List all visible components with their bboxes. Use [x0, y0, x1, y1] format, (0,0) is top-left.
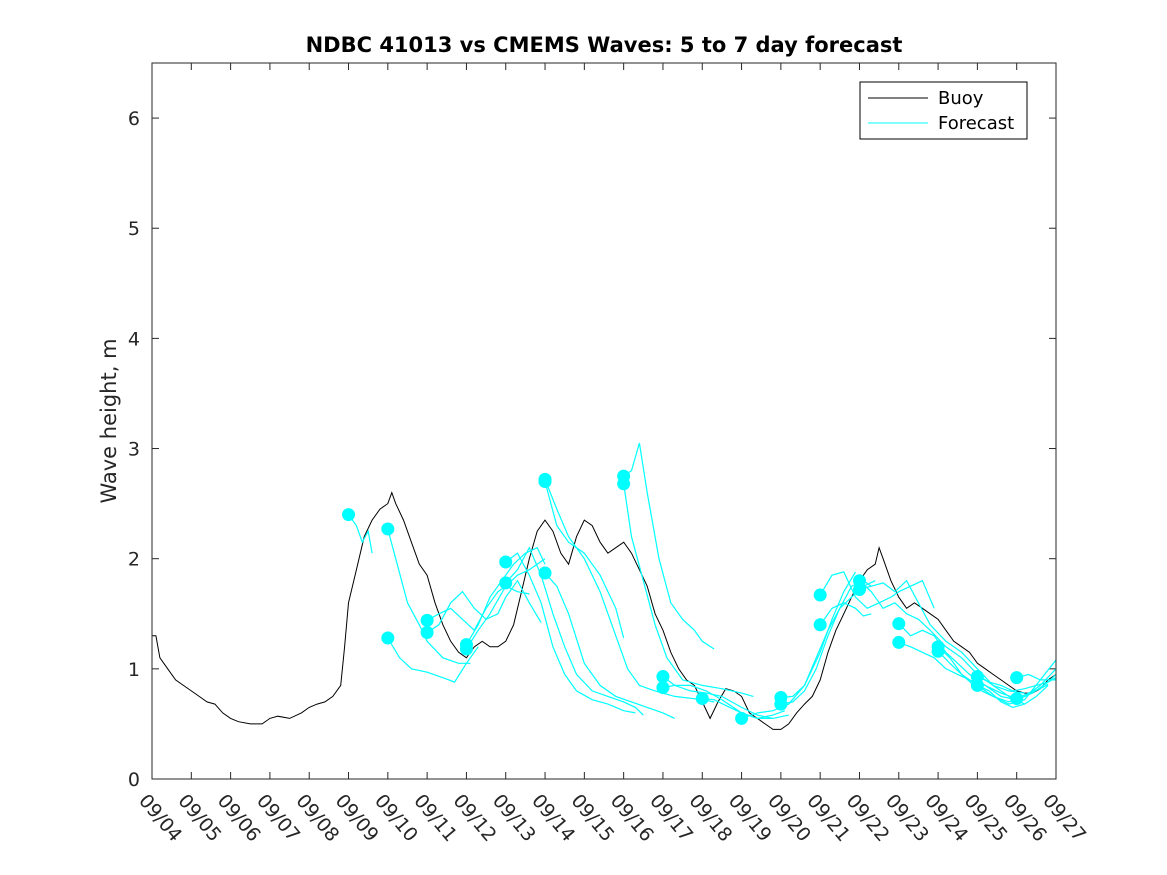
series-buoy-line [152, 491, 1057, 730]
forecast-marker-16 [695, 692, 709, 706]
series-forecast-segment-29 [977, 684, 1049, 709]
forecast-marker-21 [813, 618, 827, 632]
forecast-marker-25 [892, 635, 906, 649]
series-forecast-segment-23 [859, 579, 1025, 694]
series-forecast-segment-7 [505, 552, 636, 714]
legend: Buoy Forecast [859, 81, 1028, 140]
series-forecast-segment-2 [387, 637, 479, 683]
forecast-marker-3 [420, 613, 434, 627]
y-tick-label-5: 5 [128, 218, 140, 240]
forecast-marker-11 [538, 566, 552, 580]
y-tick-label-6: 6 [128, 108, 140, 130]
forecast-marker-30 [1010, 671, 1024, 685]
forecast-marker-10 [538, 475, 552, 489]
series-forecast-segment-9 [544, 479, 715, 703]
series-forecast-segment-14 [662, 676, 789, 720]
forecast-marker-14 [656, 670, 670, 684]
series-forecast-segment-21 [819, 602, 872, 626]
series-layer [152, 442, 1057, 730]
forecast-marker-15 [656, 681, 670, 695]
series-forecast-segment-27 [937, 650, 1057, 705]
legend-box [859, 81, 1028, 140]
plot-frame [151, 62, 1057, 780]
y-axis-label: Wave height, m [97, 338, 121, 503]
legend-label-forecast: Forecast [938, 113, 1014, 134]
series-forecast-segment-11 [544, 572, 675, 719]
forecast-marker-20 [813, 588, 827, 602]
forecast-marker-8 [499, 576, 513, 590]
chart-title: NDBC 41013 vs CMEMS Waves: 5 to 7 day fo… [306, 33, 903, 57]
y-tick-label-0: 0 [128, 769, 140, 791]
forecast-marker-17 [735, 711, 749, 725]
y-tick-label-3: 3 [128, 439, 140, 461]
forecast-marker-13 [617, 477, 631, 491]
forecast-marker-19 [774, 697, 788, 711]
series-forecast-segment-28 [977, 676, 1057, 692]
y-tick-label-4: 4 [128, 328, 140, 350]
forecast-marker-31 [1010, 692, 1024, 706]
series-forecast-segment-0 [348, 514, 373, 554]
series-forecast-segment-10 [544, 481, 625, 639]
forecast-marker-2 [381, 631, 395, 645]
series-forecast-segment-8 [505, 546, 644, 716]
forecast-marker-29 [970, 678, 984, 692]
series-forecast-segment-13 [623, 483, 754, 697]
y-tick-label-1: 1 [128, 659, 140, 681]
series-forecast-segment-12 [623, 442, 715, 650]
series-forecast-segment-5 [465, 546, 546, 645]
y-tick-label-2: 2 [128, 549, 140, 571]
forecast-marker-1 [381, 522, 395, 536]
series-forecast-segment-25 [898, 641, 1017, 700]
forecast-marker-23 [852, 583, 866, 597]
series-forecast-segment-31 [1016, 683, 1049, 700]
legend-label-buoy: Buoy [938, 88, 984, 109]
forecast-marker-27 [931, 644, 945, 658]
forecast-marker-6 [459, 642, 473, 656]
forecast-marker-7 [499, 555, 513, 569]
forecast-marker-24 [892, 617, 906, 631]
series-forecast-segment-24 [898, 623, 1057, 701]
forecast-marker-4 [420, 625, 434, 639]
forecast-marker-0 [342, 508, 356, 522]
